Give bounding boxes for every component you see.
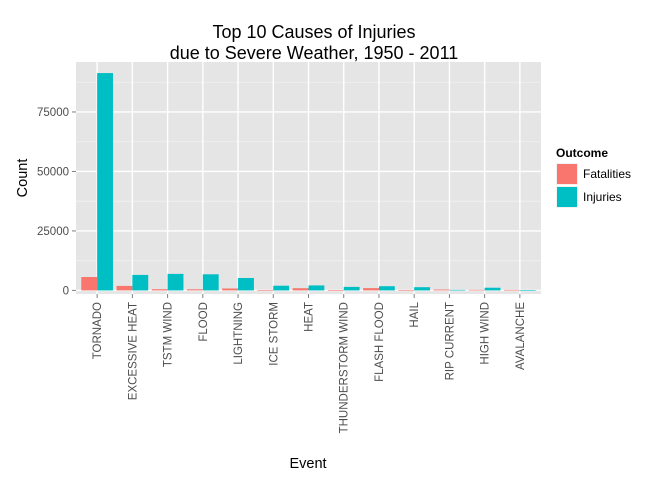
legend-swatch-injuries [557, 187, 577, 207]
bar-fatalities [81, 277, 98, 291]
y-tick-label: 50000 [37, 166, 69, 178]
bar-fatalities [257, 290, 274, 291]
y-axis-title: Count [15, 159, 31, 198]
bar-fatalities [398, 290, 415, 291]
bar-fatalities [504, 289, 520, 291]
legend-title: Outcome [556, 146, 608, 160]
bar-fatalities [327, 290, 344, 291]
x-tick-label: HAIL [409, 301, 421, 327]
series-injuries-bars [97, 73, 536, 291]
series-fatalities-bars [81, 277, 520, 291]
bar-injuries [519, 290, 536, 291]
x-tick-label: RIP CURRENT [444, 302, 456, 380]
chart-title-line2: due to Severe Weather, 1950 - 2011 [170, 43, 459, 63]
x-axis-ticks: TORNADO EXCESSIVE HEAT TSTM WIND FLOOD LIGHT… [92, 294, 527, 433]
bar-injuries [414, 287, 431, 291]
x-tick-label: THUNDERSTORM WIND [339, 302, 351, 433]
legend-swatch-fatalities [557, 164, 577, 184]
y-tick-label: 0 [63, 285, 69, 297]
x-tick-label: AVALANCHE [515, 302, 527, 370]
bar-injuries [484, 287, 501, 291]
bar-injuries [273, 285, 290, 291]
bar-injuries [343, 286, 360, 291]
bar-fatalities [468, 289, 485, 291]
x-tick-label: HEAT [304, 302, 316, 332]
x-tick-label: FLASH FLOOD [374, 302, 386, 382]
y-tick-label: 75000 [37, 107, 69, 119]
bar-fatalities [151, 289, 168, 291]
x-tick-label: TSTM WIND [163, 302, 175, 367]
bar-injuries [97, 73, 113, 291]
x-tick-label: EXCESSIVE HEAT [127, 302, 139, 400]
legend-label-fatalities: Fatalities [583, 167, 631, 181]
y-tick-label: 25000 [37, 226, 69, 238]
chart-title-line1: Top 10 Causes of Injuries [212, 22, 415, 42]
bar-fatalities [433, 289, 450, 291]
bar-fatalities [116, 285, 133, 291]
y-axis-ticks: 0 25000 50000 75000 [37, 107, 76, 297]
bar-injuries [378, 286, 395, 291]
bar-fatalities [363, 288, 379, 291]
x-tick-label: ICE STORM [268, 302, 280, 366]
bar-fatalities [186, 289, 203, 291]
bar-injuries [238, 277, 254, 291]
bar-fatalities [292, 288, 309, 291]
legend-label-injuries: Injuries [583, 190, 622, 204]
bar-injuries [167, 273, 184, 291]
bar-injuries [308, 285, 325, 291]
x-tick-label: TORNADO [92, 302, 104, 359]
x-axis-title: Event [289, 456, 326, 472]
bar-fatalities [222, 288, 239, 291]
bar-injuries [202, 274, 219, 291]
bar-injuries [132, 274, 149, 291]
x-tick-label: FLOOD [198, 302, 210, 342]
bar-injuries [449, 289, 466, 291]
x-tick-label: HIGH WIND [480, 302, 492, 365]
legend: Outcome Fatalities Injuries [556, 146, 631, 208]
x-tick-label: LIGHTNING [233, 302, 245, 365]
